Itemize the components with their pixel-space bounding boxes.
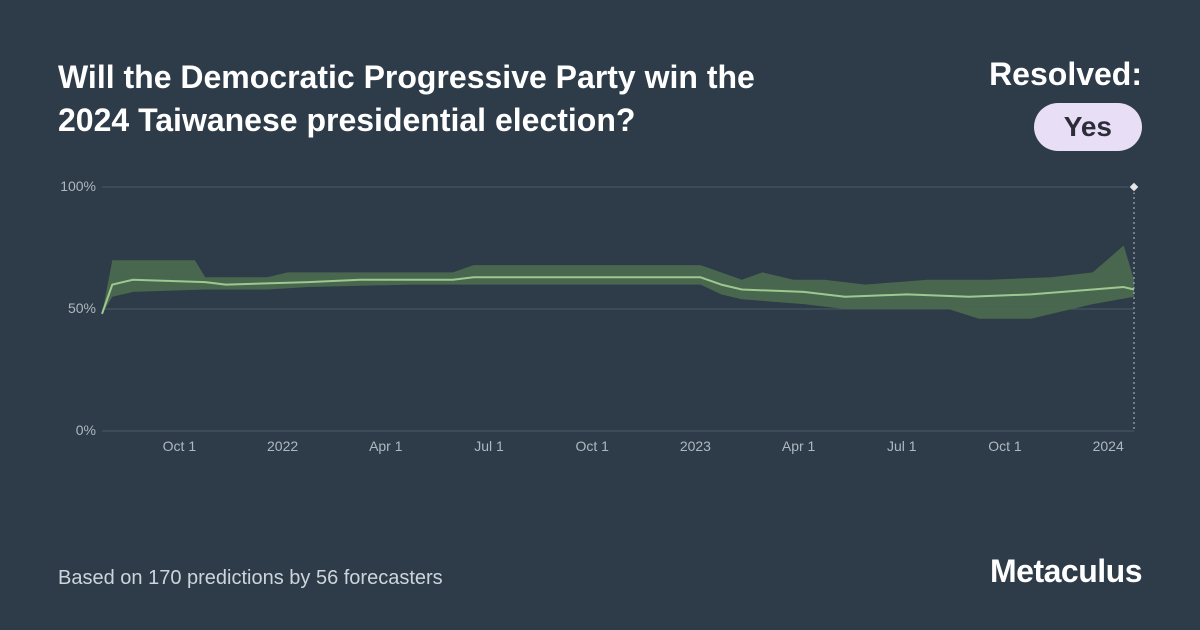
forecast-chart: 0% 50% 100% Oct 1 2022 Apr 1 Jul 1 Oct 1 2023 Apr… [58, 179, 1142, 533]
chart-svg: 0% 50% 100% Oct 1 2022 Apr 1 Jul 1 Oct 1 2023 Apr… [58, 179, 1142, 459]
brand-logo: Metaculus [990, 553, 1142, 590]
svg-text:2024: 2024 [1093, 438, 1124, 454]
svg-text:Jul 1: Jul 1 [887, 438, 917, 454]
svg-text:50%: 50% [68, 300, 96, 316]
question-title: Will the Democratic Progressive Party wi… [58, 56, 798, 142]
footer: Based on 170 predictions by 56 forecaste… [58, 553, 1142, 590]
svg-text:Oct 1: Oct 1 [575, 438, 609, 454]
resolved-label: Resolved: [989, 56, 1142, 93]
predictions-count: Based on 170 predictions by 56 forecaste… [58, 567, 443, 590]
svg-text:100%: 100% [60, 179, 96, 194]
svg-text:Oct 1: Oct 1 [988, 438, 1022, 454]
resolved-badge: Yes [1034, 103, 1142, 151]
svg-text:Apr 1: Apr 1 [369, 438, 403, 454]
svg-text:Apr 1: Apr 1 [782, 438, 816, 454]
svg-text:Jul 1: Jul 1 [474, 438, 504, 454]
card: Will the Democratic Progressive Party wi… [0, 0, 1200, 630]
svg-text:2022: 2022 [267, 438, 298, 454]
header: Will the Democratic Progressive Party wi… [58, 56, 1142, 151]
svg-text:Oct 1: Oct 1 [163, 438, 197, 454]
svg-text:2023: 2023 [680, 438, 711, 454]
svg-text:0%: 0% [76, 422, 96, 438]
resolution-block: Resolved: Yes [989, 56, 1142, 151]
